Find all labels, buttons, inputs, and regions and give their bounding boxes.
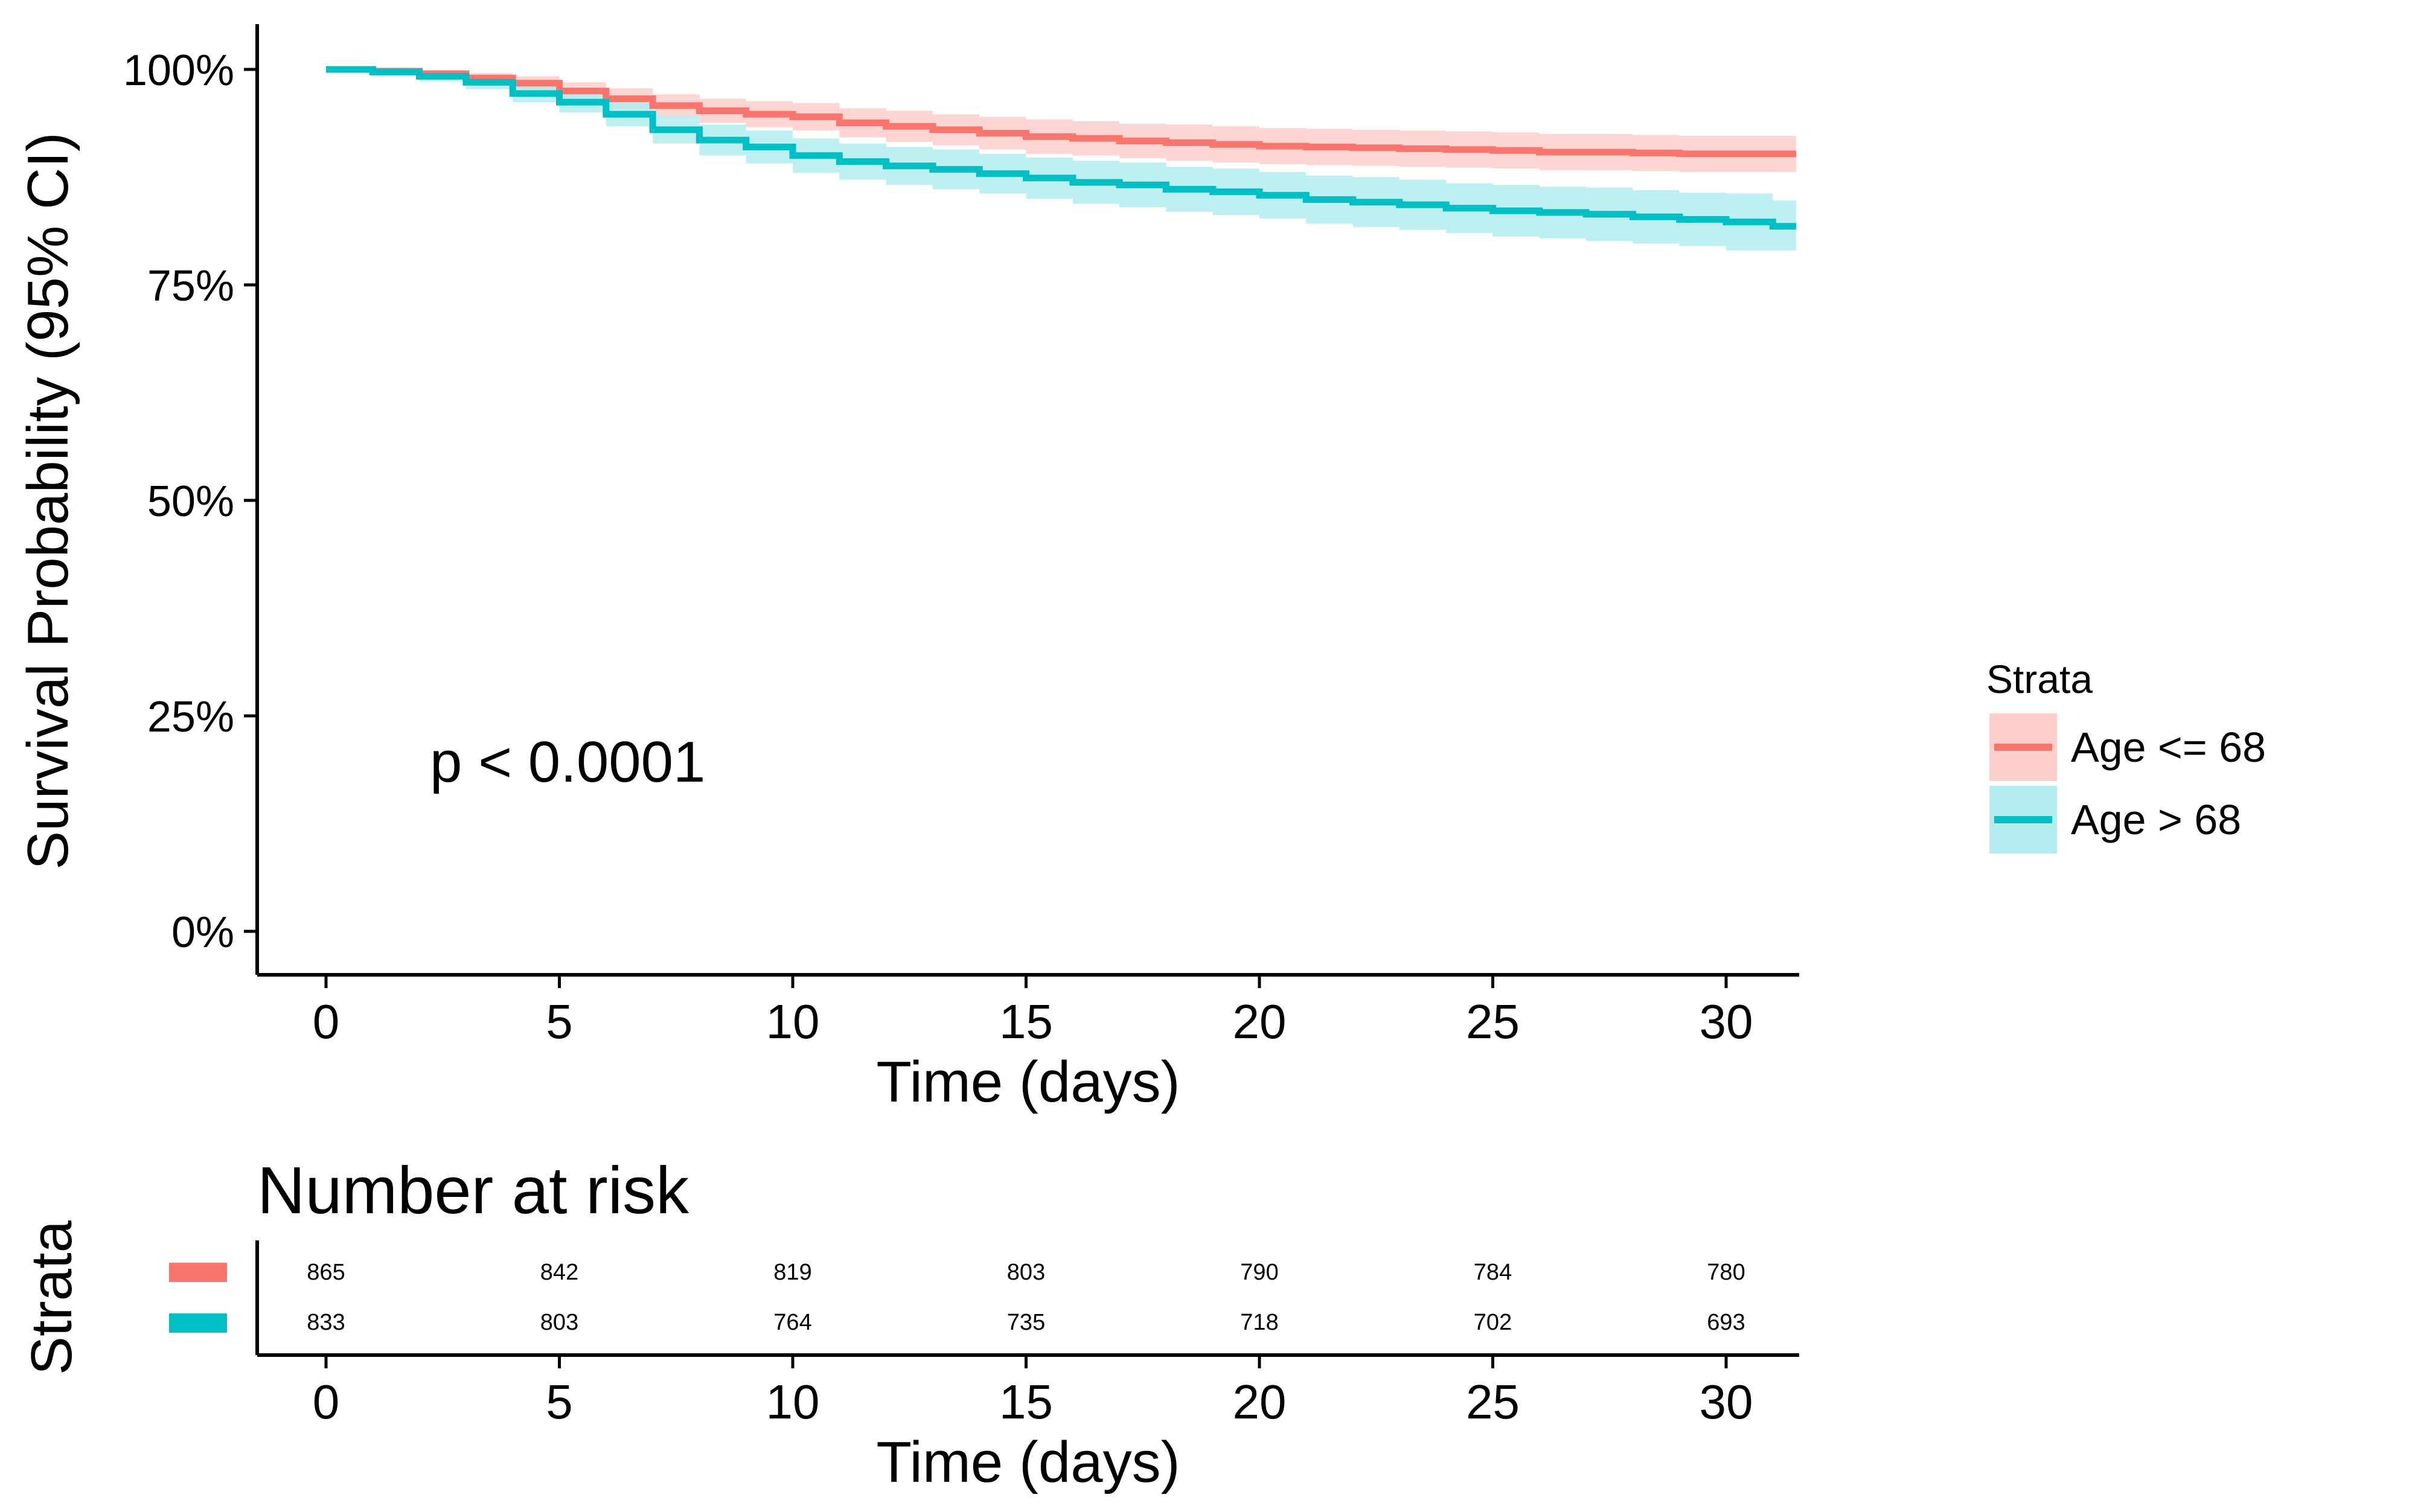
- risk-value-cell: 803: [540, 1310, 578, 1335]
- risk-value-cell: 780: [1707, 1260, 1745, 1285]
- risk-table-panel: Number at risk Strata 865 842 819 803 790 784…: [19, 1153, 1799, 1494]
- risk-table-y-title: Strata: [19, 1220, 84, 1375]
- risk-value-cell: 842: [540, 1260, 578, 1285]
- x-tick-label: 25: [1466, 995, 1520, 1048]
- risk-x-tick-label: 20: [1233, 1375, 1287, 1429]
- x-tick-label: 20: [1233, 995, 1287, 1048]
- risk-x-tick-label: 25: [1466, 1375, 1520, 1429]
- y-tick-label: 50%: [147, 477, 234, 526]
- x-axis-ticks: 0 5 10 15 20 25 30: [313, 975, 1753, 1048]
- risk-value-cell: 865: [307, 1260, 345, 1285]
- risk-value-cell: 735: [1007, 1310, 1045, 1335]
- risk-table-title: Number at risk: [257, 1153, 689, 1228]
- risk-value-cell: 784: [1474, 1260, 1512, 1285]
- risk-x-axis-title: Time (days): [876, 1430, 1180, 1494]
- risk-x-tick-label: 5: [546, 1375, 573, 1429]
- x-tick-label: 15: [999, 995, 1053, 1048]
- risk-value-cell: 764: [773, 1310, 811, 1335]
- risk-x-tick-label: 10: [766, 1375, 820, 1429]
- legend-title: Strata: [1986, 657, 2093, 701]
- risk-row-key-age-gt-68: [169, 1313, 227, 1333]
- risk-x-tick-label: 15: [999, 1375, 1053, 1429]
- risk-value-cell: 693: [1707, 1310, 1745, 1335]
- legend-item-age-gt-68: Age > 68: [1989, 786, 2241, 853]
- risk-table-values: 865 842 819 803 790 784 780 833 803 764 735 718 702 6…: [307, 1260, 1745, 1335]
- y-tick-label: 75%: [147, 262, 234, 310]
- risk-x-axis-ticks: 0 5 10 15 20 25 30: [313, 1355, 1753, 1429]
- x-tick-label: 10: [766, 995, 820, 1048]
- legend-item-age-le-68: Age <= 68: [1989, 713, 2266, 781]
- risk-value-cell: 833: [307, 1310, 345, 1335]
- survival-curves: [326, 66, 1796, 230]
- risk-x-tick-label: 30: [1700, 1375, 1753, 1429]
- x-tick-label: 5: [546, 995, 573, 1048]
- x-tick-label: 0: [313, 995, 340, 1048]
- risk-x-tick-label: 0: [313, 1375, 340, 1429]
- survival-curve-series-0: [326, 66, 1796, 158]
- legend: Strata Age <= 68 Age > 68: [1986, 657, 2266, 853]
- risk-value-cell: 790: [1240, 1260, 1278, 1285]
- km-plot-panel: 0% 25% 50% 75% 100% 0 5 10 15 20 25 30 Survival Pr…: [16, 24, 1799, 1114]
- survival-curve-series-1: [326, 66, 1796, 230]
- risk-value-cell: 819: [773, 1260, 811, 1285]
- p-value-annotation: p < 0.0001: [430, 730, 705, 794]
- risk-value-cell: 718: [1240, 1310, 1278, 1335]
- y-axis-title: Survival Probability (95% CI): [16, 132, 80, 870]
- y-tick-label: 25%: [147, 693, 234, 741]
- legend-label-age-le-68: Age <= 68: [2071, 724, 2266, 771]
- risk-value-cell: 803: [1007, 1260, 1045, 1285]
- y-tick-label: 100%: [123, 46, 234, 95]
- y-tick-label: 0%: [171, 908, 234, 957]
- risk-row-key-age-le-68: [169, 1263, 227, 1282]
- y-axis-ticks: 0% 25% 50% 75% 100%: [123, 46, 257, 957]
- risk-value-cell: 702: [1474, 1310, 1512, 1335]
- x-tick-label: 30: [1700, 995, 1753, 1048]
- legend-label-age-gt-68: Age > 68: [2071, 796, 2241, 843]
- x-axis-title: Time (days): [876, 1050, 1180, 1114]
